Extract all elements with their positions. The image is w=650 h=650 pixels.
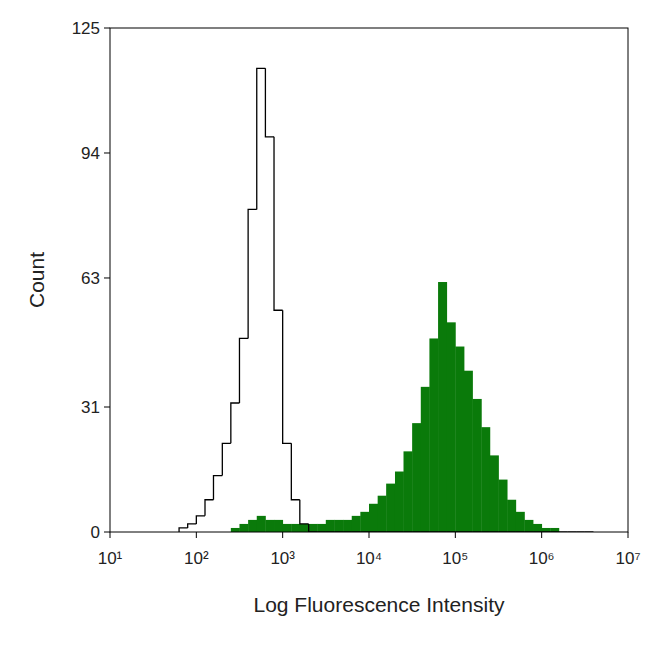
histogram-bar [498,480,507,532]
histogram-bar [291,524,300,532]
tick-label: 31 [81,398,100,417]
histogram-step [300,500,309,524]
histogram-bar [507,500,516,532]
histogram-step [231,403,240,443]
tick-label: 125 [72,19,100,38]
histogram-step [309,524,318,532]
histogram-bar [274,520,283,532]
histogram-bar [404,451,413,532]
histogram-step [205,500,213,516]
histogram-step [274,137,283,310]
histogram-bar [516,512,525,532]
histogram-bar [490,455,499,532]
histogram-bar [352,516,361,532]
histogram-step [248,209,257,338]
histogram-bar [472,399,481,532]
tick-mark [110,532,111,538]
histogram-bar [369,504,378,532]
tick-mark [455,532,456,538]
histogram-bar [481,427,490,532]
tick-mark [369,532,370,538]
tick-label: 10⁵ [442,549,468,568]
histogram-bar [395,472,404,532]
histogram-bar [429,338,438,532]
series [231,282,559,532]
histogram-bar [447,322,456,532]
histogram-bar [412,423,421,532]
series [179,68,593,532]
histogram-bar [464,371,473,532]
histogram-bar [309,524,318,532]
tick-label: 10¹ [98,549,123,568]
histogram-bar [239,524,248,532]
tick-mark [196,532,197,538]
histogram-bar [317,524,326,532]
histogram-step [213,476,222,500]
histogram-step [179,528,188,532]
histogram-bar [455,347,464,532]
histogram-bar [334,520,343,532]
histogram-bar [438,282,447,532]
tick-mark [628,532,629,538]
histogram-bar [421,387,430,532]
tick-mark [104,28,110,29]
histogram-bar [343,520,352,532]
histogram-bar [542,528,551,532]
tick-mark [104,407,110,408]
histogram-bar [524,520,533,532]
tick-label: 10⁴ [356,549,382,568]
tick-mark [104,277,110,278]
histogram-bar [326,520,335,532]
tick-label: 0 [91,523,100,542]
histogram-step [283,310,292,443]
histogram-bar [231,528,240,532]
histogram-step [196,516,205,524]
histogram-bar [533,524,542,532]
histogram-bar [283,524,292,532]
histogram-bar [265,520,274,532]
tick-mark [104,532,110,533]
plot-frame [110,28,628,532]
tick-mark [282,532,283,538]
tick-label: 10⁶ [529,549,555,568]
plot-area [179,68,593,532]
chart: 0 31 63 94 125 10¹ 10² 10³ 10⁴ 10⁵ 10⁶ 10⁷ Log Fluor… [0,0,650,650]
histogram-bar [248,520,257,532]
histogram-bar [550,528,559,532]
tick-label: 10³ [270,549,295,568]
histogram-step [291,443,299,499]
tick-mark [541,532,542,538]
histogram-step [188,524,197,528]
y-axis-label: Count [25,252,48,308]
histogram-bar [257,516,266,532]
tick-label: 10⁷ [615,549,640,568]
x-axis-label: Log Fluorescence Intensity [254,593,505,616]
histogram-bar [300,524,309,532]
tick-label: 94 [81,144,100,163]
histogram-bar [360,512,369,532]
tick-label: 63 [81,269,100,288]
histogram-bar [386,484,395,532]
histogram-bar [378,496,387,532]
histogram-step [239,338,248,403]
histogram-step [222,443,231,475]
histogram-step [265,68,274,137]
tick-mark [104,152,110,153]
tick-label: 10² [184,549,209,568]
histogram-step [257,68,266,209]
